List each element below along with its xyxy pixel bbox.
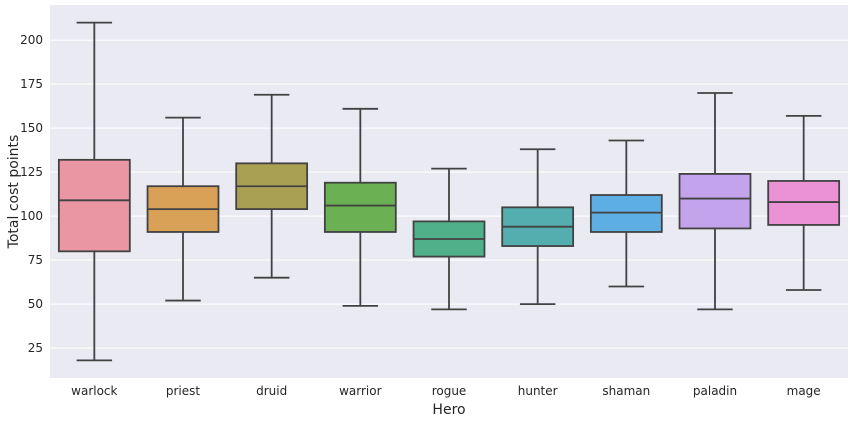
x-axis-label: Hero bbox=[432, 402, 465, 418]
y-tick-label: 100 bbox=[20, 209, 43, 223]
box-warlock bbox=[57, 21, 131, 362]
x-tick-label: shaman bbox=[602, 384, 650, 398]
x-tick-label: druid bbox=[256, 384, 287, 398]
x-tick-label: warlock bbox=[71, 384, 117, 398]
box-rogue bbox=[412, 167, 486, 311]
y-tick-label: 150 bbox=[20, 121, 43, 135]
x-tick-labels: warlock priest druid warrior rogue hunter sham… bbox=[71, 384, 821, 398]
iqr-box bbox=[57, 158, 131, 253]
box-mage bbox=[767, 114, 841, 291]
x-tick-label: priest bbox=[166, 384, 201, 398]
y-tick-labels: 25 50 75 100 125 150 175 200 bbox=[20, 33, 43, 355]
x-tick-label: mage bbox=[787, 384, 821, 398]
y-tick-label: 25 bbox=[28, 341, 43, 355]
y-tick-label: 175 bbox=[20, 77, 43, 91]
box-priest bbox=[146, 116, 220, 302]
y-tick-label: 50 bbox=[28, 297, 43, 311]
y-tick-label: 75 bbox=[28, 253, 43, 267]
box-hunter bbox=[501, 148, 575, 306]
x-tick-label: rogue bbox=[432, 384, 467, 398]
y-tick-label: 125 bbox=[20, 165, 43, 179]
box-druid bbox=[235, 93, 309, 279]
y-tick-label: 200 bbox=[20, 33, 43, 47]
iqr-box bbox=[323, 181, 397, 233]
x-tick-label: paladin bbox=[693, 384, 737, 398]
iqr-box bbox=[678, 173, 752, 230]
box-paladin bbox=[678, 92, 752, 311]
x-tick-label: warrior bbox=[339, 384, 382, 398]
x-tick-label: hunter bbox=[518, 384, 558, 398]
y-axis-label: Total cost points bbox=[6, 135, 22, 250]
box-shaman bbox=[589, 139, 663, 288]
box-series bbox=[57, 21, 841, 362]
box-warrior bbox=[323, 107, 397, 307]
